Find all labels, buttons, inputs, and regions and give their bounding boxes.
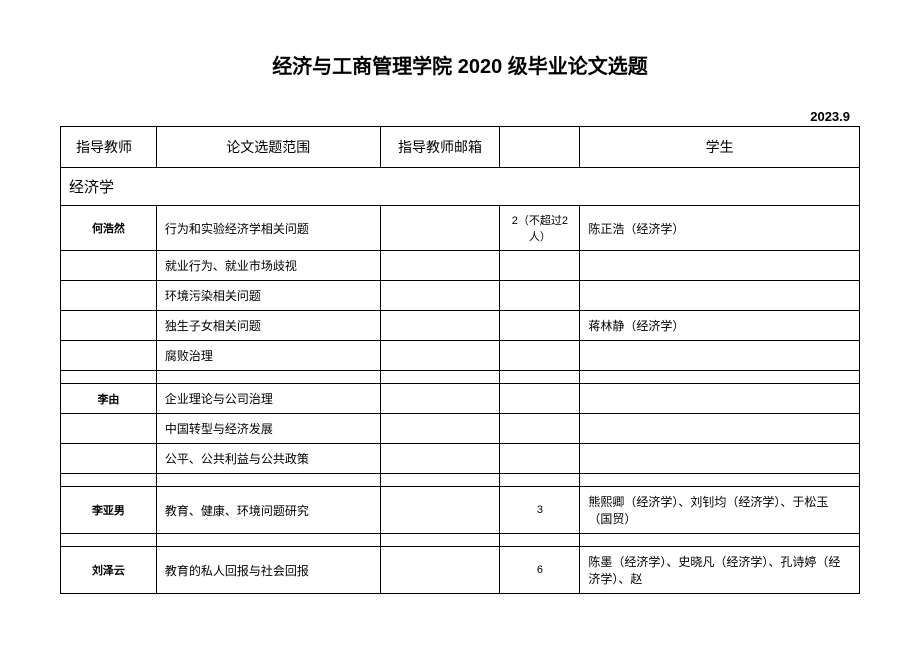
page-title: 经济与工商管理学院 2020 级毕业论文选题	[60, 50, 860, 79]
table-row: 环境污染相关问题	[61, 281, 860, 311]
student-cell: 陈正浩（经济学）	[580, 206, 860, 251]
advisor-cell: 李由	[61, 384, 157, 414]
advisor-cell	[61, 371, 157, 384]
count-cell	[500, 534, 580, 547]
header-student: 学生	[580, 127, 860, 168]
topic-cell: 教育、健康、环境问题研究	[156, 487, 380, 534]
topic-cell: 就业行为、就业市场歧视	[156, 251, 380, 281]
count-cell: 6	[500, 547, 580, 594]
count-cell	[500, 474, 580, 487]
table-row: 何浩然 行为和实验经济学相关问题 2（不超过2 人） 陈正浩（经济学）	[61, 206, 860, 251]
advisor-cell: 李亚男	[61, 487, 157, 534]
student-cell: 熊熙卿（经济学）、刘钊均（经济学）、于松玉（国贸）	[580, 487, 860, 534]
table-row: 中国转型与经济发展	[61, 414, 860, 444]
email-cell	[380, 487, 500, 534]
table-row: 李由 企业理论与公司治理	[61, 384, 860, 414]
advisor-cell	[61, 251, 157, 281]
topic-cell	[156, 474, 380, 487]
topic-cell: 企业理论与公司治理	[156, 384, 380, 414]
student-cell	[580, 341, 860, 371]
count-cell	[500, 341, 580, 371]
email-cell	[380, 534, 500, 547]
advisor-cell	[61, 474, 157, 487]
header-count	[500, 127, 580, 168]
count-cell: 3	[500, 487, 580, 534]
topic-cell	[156, 371, 380, 384]
topic-cell: 行为和实验经济学相关问题	[156, 206, 380, 251]
header-advisor: 指导教师	[61, 127, 157, 168]
topic-cell: 腐败治理	[156, 341, 380, 371]
email-cell	[380, 251, 500, 281]
email-cell	[380, 414, 500, 444]
count-cell	[500, 414, 580, 444]
email-cell	[380, 444, 500, 474]
student-cell	[580, 414, 860, 444]
table-row	[61, 371, 860, 384]
email-cell	[380, 547, 500, 594]
table-row: 腐败治理	[61, 341, 860, 371]
student-cell	[580, 251, 860, 281]
count-cell	[500, 371, 580, 384]
advisor-cell	[61, 311, 157, 341]
table-row	[61, 474, 860, 487]
topic-cell: 独生子女相关问题	[156, 311, 380, 341]
advisor-cell	[61, 414, 157, 444]
email-cell	[380, 341, 500, 371]
thesis-table: 指导教师 论文选题范围 指导教师邮箱 学生 经济学 何浩然 行为和实验经济学相关…	[60, 126, 860, 594]
table-row: 独生子女相关问题 蒋林静（经济学）	[61, 311, 860, 341]
advisor-cell	[61, 341, 157, 371]
section-label: 经济学	[61, 168, 860, 206]
advisor-cell: 何浩然	[61, 206, 157, 251]
date-label: 2023.9	[60, 109, 860, 124]
section-row: 经济学	[61, 168, 860, 206]
student-cell: 陈墨（经济学）、史晓凡（经济学）、孔诗婷（经济学）、赵	[580, 547, 860, 594]
email-cell	[380, 206, 500, 251]
email-cell	[380, 474, 500, 487]
email-cell	[380, 384, 500, 414]
count-cell	[500, 251, 580, 281]
count-cell	[500, 311, 580, 341]
advisor-cell	[61, 444, 157, 474]
count-cell	[500, 444, 580, 474]
student-cell: 蒋林静（经济学）	[580, 311, 860, 341]
header-email: 指导教师邮箱	[380, 127, 500, 168]
email-cell	[380, 371, 500, 384]
topic-cell	[156, 534, 380, 547]
table-row: 李亚男 教育、健康、环境问题研究 3 熊熙卿（经济学）、刘钊均（经济学）、于松玉…	[61, 487, 860, 534]
topic-cell: 教育的私人回报与社会回报	[156, 547, 380, 594]
email-cell	[380, 281, 500, 311]
student-cell	[580, 444, 860, 474]
student-cell	[580, 474, 860, 487]
table-row: 刘泽云 教育的私人回报与社会回报 6 陈墨（经济学）、史晓凡（经济学）、孔诗婷（…	[61, 547, 860, 594]
student-cell	[580, 534, 860, 547]
table-row	[61, 534, 860, 547]
count-cell: 2（不超过2 人）	[500, 206, 580, 251]
topic-cell: 环境污染相关问题	[156, 281, 380, 311]
advisor-cell	[61, 281, 157, 311]
table-row: 公平、公共利益与公共政策	[61, 444, 860, 474]
student-cell	[580, 384, 860, 414]
table-header-row: 指导教师 论文选题范围 指导教师邮箱 学生	[61, 127, 860, 168]
header-topic: 论文选题范围	[156, 127, 380, 168]
count-cell	[500, 281, 580, 311]
student-cell	[580, 371, 860, 384]
email-cell	[380, 311, 500, 341]
advisor-cell	[61, 534, 157, 547]
count-cell	[500, 384, 580, 414]
topic-cell: 中国转型与经济发展	[156, 414, 380, 444]
student-cell	[580, 281, 860, 311]
topic-cell: 公平、公共利益与公共政策	[156, 444, 380, 474]
advisor-cell: 刘泽云	[61, 547, 157, 594]
table-row: 就业行为、就业市场歧视	[61, 251, 860, 281]
